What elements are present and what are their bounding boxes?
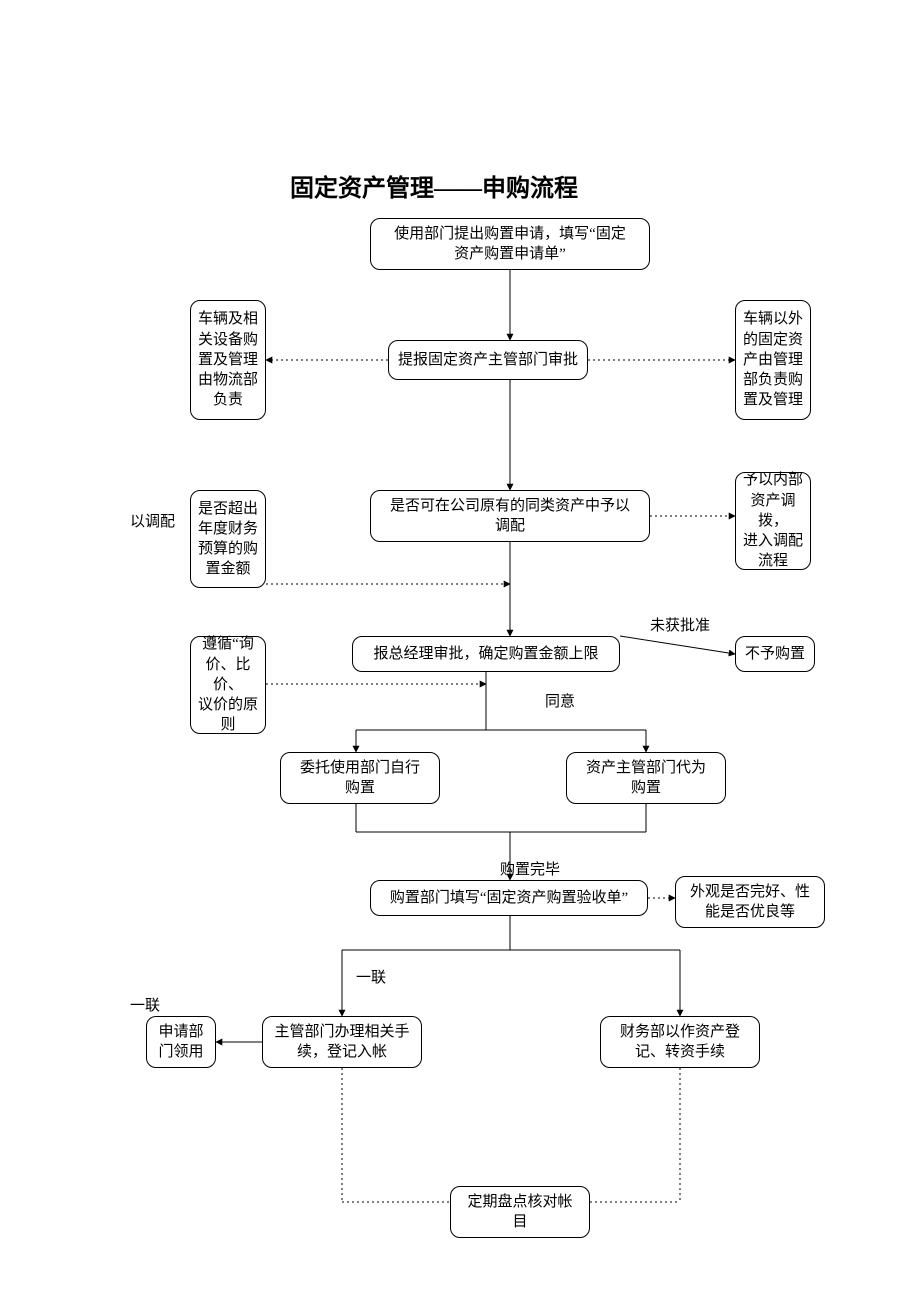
node-n_right3: 外观是否完好、性能是否优良等 [675,876,825,928]
node-n_gm: 报总经理审批，确定购置金额上限 [352,636,620,672]
label-l_copy1: 一联 [356,966,386,987]
label-l_noapprove: 未获批准 [650,614,710,635]
node-n_alloc: 是否可在公司原有的同类资产中予以调配 [370,490,650,542]
node-n_left3: 遵循“询价、比价、议价的原则 [190,636,266,734]
node-n_audit: 定期盘点核对帐目 [450,1186,590,1238]
node-n_left2: 是否超出年度财务预算的购置金额 [190,490,266,588]
label-l_copy2: 一联 [130,994,160,1015]
node-n_receipt: 购置部门填写“固定资产购置验收单” [370,880,648,916]
node-n_right1: 车辆以外的固定资产由管理部负责购置及管理 [735,300,811,420]
node-n_claim: 申请部门领用 [146,1016,216,1068]
label-l_done: 购置完毕 [500,858,560,879]
node-n_register: 主管部门办理相关手续，登记入帐 [262,1016,422,1068]
node-n_submit: 提报固定资产主管部门审批 [388,340,588,380]
label-l_cfg: 以调配 [130,510,175,531]
label-l_agree: 同意 [545,690,575,711]
node-n_reject: 不予购置 [735,636,815,672]
node-n_apply: 使用部门提出购置申请，填写“固定资产购置申请单” [370,218,650,270]
chart-title: 固定资产管理——申购流程 [290,168,578,203]
node-n_proxy: 资产主管部门代为购置 [566,752,726,804]
node-n_self: 委托使用部门自行购置 [280,752,440,804]
node-n_finance: 财务部以作资产登记、转资手续 [600,1016,760,1068]
node-n_right2: 予以内部资产调拨，进入调配流程 [735,472,811,570]
flowchart-canvas: 固定资产管理——申购流程 使用部门提出购置申请，填写“固定资产购置申请单” 车辆及… [0,0,920,1302]
node-n_left1: 车辆及相关设备购置及管理由物流部负责 [190,300,266,420]
